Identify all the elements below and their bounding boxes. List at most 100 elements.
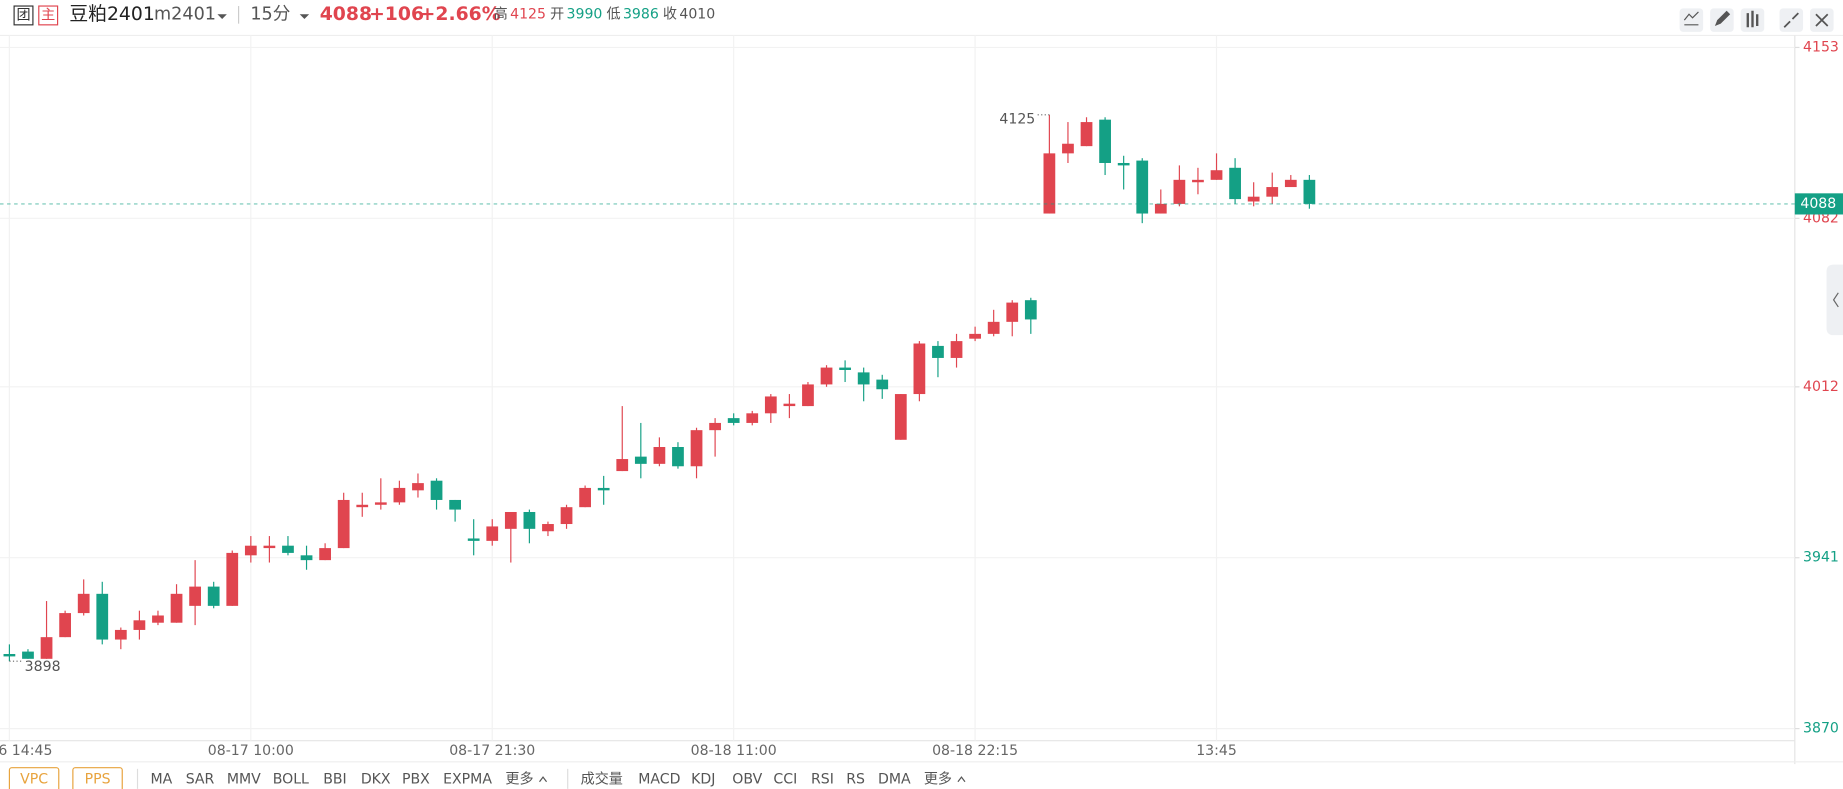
candle-body — [486, 526, 499, 541]
candle-body — [282, 545, 294, 553]
indicator-box[interactable] — [8, 767, 60, 789]
more-caret[interactable] — [957, 776, 966, 783]
indicator-button[interactable]: OBV — [732, 771, 762, 787]
indicator-button[interactable]: SAR — [186, 771, 215, 787]
x-tick-label: 08-18 11:00 — [691, 743, 777, 759]
candle-body — [857, 372, 870, 385]
candle-body — [672, 447, 684, 467]
stat-label: 低 — [606, 6, 620, 22]
candle-body — [1210, 170, 1223, 180]
stat-value: 3986 — [623, 6, 659, 22]
indicator-button[interactable]: PBX — [402, 771, 430, 787]
y-tick-label: 4012 — [1803, 379, 1839, 395]
indicator-button[interactable]: BBI — [323, 771, 347, 787]
indicator-button[interactable]: MMV — [227, 771, 261, 787]
candle-body — [560, 507, 573, 525]
candle-body — [542, 524, 554, 532]
badge-box — [38, 5, 59, 26]
candle-body — [152, 615, 164, 623]
candle-body — [319, 548, 331, 561]
candle-body — [337, 499, 350, 549]
tool-button[interactable] — [1779, 8, 1804, 32]
candle-body — [1284, 179, 1297, 188]
candle-body — [894, 394, 907, 440]
candle-body — [300, 555, 313, 561]
candle-body — [690, 430, 703, 467]
price-tag — [1794, 193, 1843, 215]
candle-body — [1173, 179, 1186, 204]
candle-body — [430, 480, 443, 500]
indicator-button[interactable]: CCI — [773, 771, 797, 787]
candle-body — [374, 502, 387, 505]
candle-body — [449, 499, 461, 510]
indicator-button[interactable]: PPS — [85, 771, 111, 787]
indicator-button[interactable]: 成交量 — [581, 770, 623, 787]
indicator-button[interactable]: DMA — [878, 771, 911, 787]
candle-body — [114, 629, 127, 640]
indicator-button[interactable]: RS — [846, 771, 865, 787]
indicator-button[interactable]: MACD — [638, 771, 680, 787]
candle-body — [746, 413, 759, 423]
candle-body — [77, 593, 90, 614]
indicator-button[interactable]: VPC — [20, 771, 48, 787]
icon — [1746, 10, 1759, 28]
candle-body — [1266, 187, 1279, 197]
candle-body — [709, 422, 721, 431]
tool-button[interactable] — [1679, 8, 1704, 32]
indicator-button[interactable]: RSI — [811, 771, 834, 787]
badge: 团 — [16, 7, 30, 23]
candle-body — [393, 487, 406, 503]
icon — [1832, 292, 1839, 308]
candle-body — [1303, 179, 1316, 204]
candle-body — [59, 613, 71, 638]
candle-body — [876, 379, 889, 390]
candle-body — [1043, 153, 1056, 214]
indicator-button[interactable]: KDJ — [691, 771, 715, 787]
instrument-name: 豆粕2401 — [69, 3, 154, 25]
candle-body — [802, 384, 814, 407]
dropdown-caret[interactable] — [217, 14, 227, 19]
candle-body — [189, 586, 201, 606]
indicator-button[interactable]: EXPMA — [443, 771, 492, 787]
indicator-button[interactable]: BOLL — [273, 771, 309, 787]
candle-body — [783, 403, 796, 407]
icon — [1683, 11, 1699, 26]
more-caret[interactable] — [539, 776, 548, 783]
candle-body — [616, 459, 629, 472]
side-collapse[interactable] — [1826, 264, 1843, 336]
stat-label: 收 — [663, 6, 677, 22]
candle-body — [820, 367, 833, 385]
stat-value: 3990 — [567, 6, 603, 22]
candle-body — [1080, 122, 1093, 147]
price-tag-label: 4088 — [1800, 196, 1836, 212]
candle-body — [1024, 300, 1037, 320]
instrument-code[interactable]: m2401 — [154, 4, 216, 24]
candle-body — [1062, 143, 1074, 154]
indicator-button[interactable]: 更多 — [505, 770, 533, 787]
indicator-button[interactable]: MA — [150, 771, 172, 787]
candle-body — [207, 586, 220, 606]
candle-body — [579, 487, 591, 508]
candle-body — [1192, 179, 1204, 183]
candle-body — [764, 396, 777, 414]
candle-body — [1247, 196, 1260, 202]
candle-body — [1006, 302, 1019, 322]
indicator-box[interactable] — [72, 767, 123, 789]
dropdown-caret[interactable] — [299, 14, 310, 19]
candle-body — [932, 345, 944, 358]
candle-body — [412, 483, 424, 491]
period[interactable]: 15分 — [250, 3, 290, 24]
stat-value: 4010 — [679, 6, 715, 22]
candle-body — [839, 367, 851, 370]
candle-body — [1099, 119, 1111, 163]
indicator-button[interactable]: 更多 — [924, 770, 952, 787]
y-tick-label: 3870 — [1803, 721, 1839, 737]
indicator-button[interactable]: DKX — [361, 771, 391, 787]
candle-body — [263, 545, 276, 549]
stat-label: 高 — [494, 5, 508, 22]
icon — [1714, 10, 1731, 27]
change: +106 — [369, 4, 424, 25]
candle-body — [969, 333, 981, 339]
